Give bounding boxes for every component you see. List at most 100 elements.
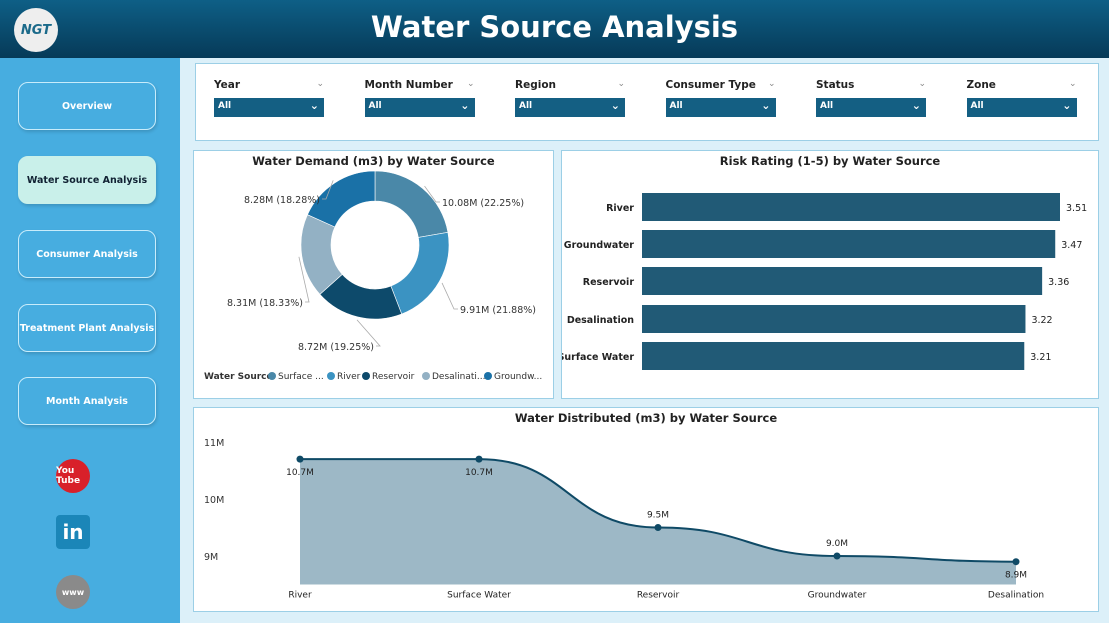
data-label: 10.7M bbox=[286, 468, 314, 478]
data-label: 3.36 bbox=[1048, 277, 1069, 288]
youtube-icon[interactable]: You Tube bbox=[56, 459, 90, 493]
filter-dropdown[interactable]: All ⌄ bbox=[214, 98, 324, 117]
chart-title: Risk Rating (1-5) by Water Source bbox=[719, 154, 941, 168]
leader-line bbox=[424, 185, 440, 203]
filter-year: Year ⌄ All ⌄ bbox=[214, 79, 324, 117]
legend-item[interactable]: Reservoir bbox=[372, 372, 415, 382]
donut-slice-river[interactable] bbox=[390, 231, 450, 315]
chevron-down-icon[interactable]: ⌄ bbox=[767, 79, 776, 89]
bar-surface-water[interactable] bbox=[642, 342, 1025, 370]
filter-dropdown[interactable]: All ⌄ bbox=[515, 98, 625, 117]
chevron-down-icon: ⌄ bbox=[761, 99, 771, 112]
data-point[interactable] bbox=[1012, 558, 1020, 566]
nav-water-source-analysis-button[interactable]: Water Source Analysis bbox=[18, 156, 156, 204]
data-label: 9.5M bbox=[647, 511, 669, 521]
filter-dropdown[interactable]: All ⌄ bbox=[966, 98, 1077, 117]
filter-value: All bbox=[519, 101, 533, 111]
legend-item[interactable]: River bbox=[337, 372, 361, 382]
legend-item[interactable]: Desalinati... bbox=[432, 372, 486, 382]
filter-panel: Year ⌄ All ⌄ Month Number ⌄ All ⌄ Region ⌄ All ⌄ Con… bbox=[195, 63, 1099, 141]
category-label: Desalination bbox=[567, 315, 634, 326]
chevron-down-icon: ⌄ bbox=[460, 99, 470, 112]
category-label: Surface Water bbox=[562, 352, 634, 363]
chevron-down-icon[interactable]: ⌄ bbox=[466, 79, 475, 89]
legend-marker bbox=[327, 372, 335, 380]
chevron-down-icon: ⌄ bbox=[309, 99, 319, 112]
water-distributed-chart: Water Distributed (m3) by Water Source 9… bbox=[193, 407, 1099, 612]
page-title: Water Source Analysis bbox=[370, 10, 739, 44]
data-point[interactable] bbox=[833, 552, 841, 560]
water-demand-chart: Water Demand (m3) by Water Source 10.08M… bbox=[193, 150, 554, 399]
data-point[interactable] bbox=[475, 455, 483, 463]
y-tick-label: 10M bbox=[204, 495, 224, 506]
filter-label: Month Number bbox=[364, 79, 453, 91]
filter-value: All bbox=[669, 101, 683, 111]
data-label: 10.7M bbox=[465, 468, 493, 478]
legend-title: Water Source bbox=[204, 372, 273, 382]
filter-status: Status ⌄ All ⌄ bbox=[816, 79, 926, 117]
category-label: Reservoir bbox=[583, 277, 635, 288]
data-label: 3.51 bbox=[1066, 203, 1087, 214]
leader-line bbox=[356, 319, 381, 347]
filter-value: All bbox=[368, 101, 382, 111]
data-point[interactable] bbox=[296, 455, 304, 463]
data-label: 9.0M bbox=[826, 539, 848, 549]
bar-groundwater[interactable] bbox=[642, 230, 1056, 258]
filter-label: Status bbox=[816, 79, 855, 91]
chevron-down-icon: ⌄ bbox=[1062, 99, 1072, 112]
filter-label: Zone bbox=[966, 79, 996, 91]
legend-marker bbox=[484, 372, 492, 380]
filter-value: All bbox=[218, 101, 232, 111]
nav-treatment-plant-analysis-button[interactable]: Treatment Plant Analysis bbox=[18, 304, 156, 352]
donut-slice-groundwater[interactable] bbox=[307, 170, 376, 228]
nav-consumer-analysis-button[interactable]: Consumer Analysis bbox=[18, 230, 156, 278]
legend-marker bbox=[268, 372, 276, 380]
area-fill bbox=[300, 459, 1016, 585]
chevron-down-icon[interactable]: ⌄ bbox=[918, 79, 926, 89]
bar-desalination[interactable] bbox=[642, 305, 1026, 333]
data-label: 8.72M (19.25%) bbox=[298, 342, 374, 353]
filter-zone: Zone ⌄ All ⌄ bbox=[966, 79, 1077, 117]
category-label: Groundwater bbox=[564, 240, 635, 251]
nav-overview-button[interactable]: Overview bbox=[18, 82, 156, 130]
data-label: 8.9M bbox=[1005, 571, 1027, 581]
y-tick-label: 9M bbox=[204, 552, 218, 563]
y-tick-label: 11M bbox=[204, 438, 224, 449]
legend-item[interactable]: Surface ... bbox=[278, 372, 324, 382]
header bbox=[0, 0, 1109, 58]
bar-reservoir[interactable] bbox=[642, 267, 1043, 295]
category-label: River bbox=[606, 203, 634, 214]
chevron-down-icon[interactable]: ⌄ bbox=[1068, 79, 1077, 89]
chevron-down-icon[interactable]: ⌄ bbox=[617, 79, 625, 89]
chevron-down-icon: ⌄ bbox=[610, 99, 620, 112]
data-label: 3.47 bbox=[1061, 240, 1082, 251]
chart-title: Water Demand (m3) by Water Source bbox=[252, 154, 495, 168]
legend-item[interactable]: Groundw... bbox=[494, 372, 542, 382]
x-tick-label: Surface Water bbox=[447, 591, 511, 601]
donut-slice-surface-water[interactable] bbox=[374, 170, 449, 238]
filter-label: Consumer Type bbox=[665, 79, 756, 91]
filter-dropdown[interactable]: All ⌄ bbox=[364, 98, 475, 117]
nav-month-analysis-button[interactable]: Month Analysis bbox=[18, 377, 156, 425]
filter-region: Region ⌄ All ⌄ bbox=[515, 79, 625, 117]
chevron-down-icon[interactable]: ⌄ bbox=[316, 79, 324, 89]
filter-value: All bbox=[970, 101, 984, 111]
data-label: 8.31M (18.33%) bbox=[227, 298, 303, 309]
x-tick-label: Groundwater bbox=[808, 591, 867, 601]
x-tick-label: River bbox=[288, 591, 312, 601]
risk-rating-chart: Risk Rating (1-5) by Water Source River 3… bbox=[561, 150, 1099, 399]
filter-consumer-type: Consumer Type ⌄ All ⌄ bbox=[665, 79, 776, 117]
legend-marker bbox=[422, 372, 430, 380]
filter-month-number: Month Number ⌄ All ⌄ bbox=[364, 79, 475, 117]
filter-dropdown[interactable]: All ⌄ bbox=[816, 98, 926, 117]
filter-dropdown[interactable]: All ⌄ bbox=[665, 98, 776, 117]
bar-river[interactable] bbox=[642, 193, 1060, 221]
linkedin-icon[interactable]: in bbox=[56, 515, 90, 549]
web-icon[interactable]: www bbox=[56, 575, 90, 609]
data-label: 10.08M (22.25%) bbox=[442, 198, 524, 209]
x-tick-label: Reservoir bbox=[637, 591, 680, 601]
filter-value: All bbox=[820, 101, 834, 111]
leader-line bbox=[298, 256, 310, 303]
data-label: 9.91M (21.88%) bbox=[460, 305, 536, 316]
data-point[interactable] bbox=[654, 524, 662, 531]
